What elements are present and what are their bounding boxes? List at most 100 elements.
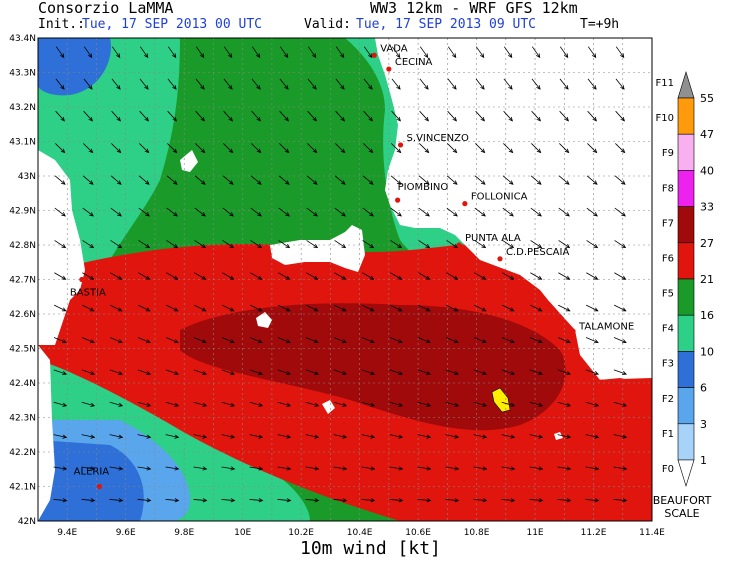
wind-arrow (221, 337, 235, 344)
legend-class-label: F6 (662, 253, 674, 264)
lon-tick-label: 9.8E (174, 528, 194, 538)
wind-arrow (55, 110, 65, 122)
place-label: BASTIA (70, 288, 106, 299)
lat-tick-label: 43.3N (9, 69, 36, 79)
wind-arrow (249, 369, 264, 375)
legend-class-label: F11 (656, 78, 674, 89)
lat-tick-label: 42.6N (9, 310, 36, 320)
lat-tick-label: 43.1N (9, 138, 36, 148)
wind-arrow (193, 498, 208, 503)
place-marker (96, 483, 102, 490)
land-elba (270, 225, 365, 272)
wind-arrow (615, 110, 625, 122)
wind-arrow (167, 78, 177, 90)
wind-arrow (307, 46, 317, 59)
wind-arrow (54, 207, 66, 217)
lat-tick-label: 42N (18, 517, 36, 527)
wind-arrow (502, 272, 515, 280)
wind-arrow (250, 175, 262, 185)
legend-class-label: F10 (656, 113, 674, 124)
wind-arrow (250, 272, 263, 280)
wind-arrow (82, 207, 94, 217)
wind-arrow (109, 337, 123, 344)
lat-tick-label: 42.3N (9, 414, 36, 424)
land-pianosa (256, 312, 272, 328)
wind-field (38, 38, 652, 521)
wind-arrow (559, 110, 569, 122)
wind-arrow (557, 434, 572, 439)
legend-value-label: 55 (700, 92, 714, 105)
wind-arrow (166, 304, 179, 312)
wind-band-f7 (180, 303, 566, 431)
wind-arrow (362, 240, 375, 249)
lon-tick-label: 10.8E (464, 528, 490, 538)
legend-swatch (677, 242, 695, 280)
wind-arrow (501, 337, 515, 344)
wind-arrow (585, 401, 600, 407)
wind-arrow (613, 466, 628, 471)
wind-arrow (279, 143, 290, 154)
wind-arrow (250, 304, 263, 312)
wind-arrow (139, 78, 149, 90)
wind-arrow (473, 337, 487, 344)
wind-arrow (503, 110, 513, 122)
wind-arrow (306, 304, 319, 312)
place-label: ALERIA (74, 467, 110, 478)
wind-arrow (166, 272, 179, 280)
wind-arrow (361, 337, 375, 344)
wind-arrow (305, 434, 320, 439)
land-tuscany (375, 38, 652, 385)
wind-arrow (474, 175, 486, 185)
wind-arrow (585, 466, 600, 471)
variable-label: 10m wind [kt] (300, 538, 441, 559)
wind-arrow (111, 78, 121, 90)
wind-arrow (111, 46, 121, 59)
wind-arrow (165, 434, 180, 439)
wind-arrow (333, 401, 348, 407)
legend-class-label: F9 (662, 148, 674, 159)
wind-arrow (501, 401, 516, 407)
wind-arrow (473, 466, 488, 471)
place-label: PUNTA ALA (465, 233, 521, 244)
wind-arrow (223, 78, 233, 90)
wind-arrow (362, 304, 375, 312)
wind-arrow (305, 337, 319, 344)
axis-ticks: 43.4N 43.3N 43.2N 43.1N 43N 42.9N 42.8N 42.7N 42… (9, 34, 665, 538)
wind-arrow (559, 46, 569, 59)
wind-arrow (529, 401, 544, 407)
lon-tick-label: 10.2E (288, 528, 314, 538)
wind-arrow (82, 304, 95, 312)
wind-arrow (613, 337, 627, 344)
wind-arrow (361, 466, 376, 471)
valid-label: Valid: (304, 17, 351, 32)
wind-arrow (447, 46, 457, 59)
wind-arrow (446, 207, 458, 217)
wind-arrow (109, 401, 124, 407)
lon-tick-label: 9.4E (57, 528, 77, 538)
wind-arrow (251, 143, 262, 154)
beaufort-legend: F0 F1 F2 F3 F4 F5 F6 F7 F8 F9 F10 F11 1 3 6 10 16 21 27 33 4… (656, 70, 714, 488)
wind-arrow (223, 110, 233, 122)
wind-arrow (531, 46, 541, 59)
land-giglio (554, 432, 563, 440)
wind-arrow (614, 240, 627, 249)
wind-arrow (249, 498, 264, 503)
wind-arrow (389, 337, 403, 344)
legend-value-label: 40 (700, 164, 714, 177)
wind-arrow (333, 498, 348, 503)
wind-arrow (529, 369, 544, 375)
place-marker (386, 66, 392, 72)
wind-arrow (53, 337, 67, 344)
wind-arrow (195, 143, 206, 154)
map-frame (37, 37, 653, 522)
wind-arrow (586, 207, 598, 217)
wind-arrow (473, 498, 488, 503)
wind-arrow (585, 337, 599, 344)
wind-arrow (137, 369, 152, 375)
wind-arrow (83, 78, 93, 90)
wind-arrow (417, 466, 432, 471)
place-marker (397, 142, 404, 148)
wind-arrow (447, 110, 457, 122)
wind-arrow (587, 46, 597, 59)
wind-arrow (194, 175, 206, 185)
